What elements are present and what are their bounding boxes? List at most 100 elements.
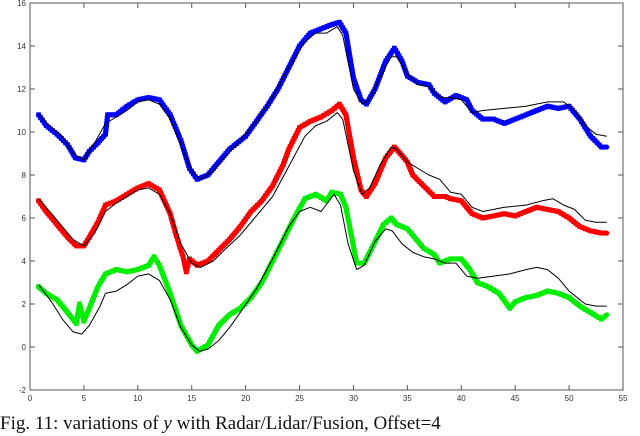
- data-marker: [132, 267, 138, 273]
- data-marker: [483, 283, 488, 289]
- data-marker: [305, 195, 311, 201]
- data-marker: [339, 194, 345, 200]
- caption-prefix: Fig. 11: variations of: [0, 413, 164, 434]
- data-marker: [351, 78, 357, 84]
- data-marker: [542, 289, 548, 295]
- data-marker: [542, 104, 548, 110]
- data-marker: [310, 192, 316, 198]
- data-marker: [582, 226, 588, 232]
- data-marker: [352, 81, 358, 86]
- data-marker: [466, 102, 472, 108]
- data-marker: [499, 119, 505, 125]
- data-marker: [347, 135, 353, 141]
- data-marker: [377, 230, 383, 235]
- data-marker: [348, 60, 354, 66]
- x-tick-label: 55: [619, 394, 628, 403]
- data-marker: [83, 313, 89, 319]
- data-marker: [496, 212, 502, 218]
- data-marker: [534, 292, 540, 298]
- data-marker: [379, 224, 385, 230]
- data-marker: [450, 196, 456, 202]
- series-lidar-reference: [38, 112, 607, 268]
- caption-suffix: with Radar/Lidar/Fusion, Offset=4: [171, 413, 441, 434]
- data-marker: [550, 289, 556, 295]
- data-marker: [76, 243, 82, 249]
- data-marker: [108, 112, 113, 118]
- data-marker: [348, 143, 354, 149]
- data-marker: [343, 115, 349, 121]
- caption-variable: y: [163, 413, 172, 434]
- data-marker: [103, 125, 109, 131]
- data-marker: [69, 150, 75, 156]
- data-marker: [185, 262, 191, 268]
- data-marker: [550, 208, 556, 213]
- data-marker: [550, 104, 556, 110]
- data-marker: [167, 112, 173, 118]
- data-marker: [341, 199, 347, 205]
- data-marker: [124, 103, 130, 109]
- data-marker: [402, 225, 408, 231]
- data-marker: [343, 204, 349, 210]
- data-marker: [588, 228, 594, 234]
- data-marker: [376, 172, 382, 178]
- data-marker: [166, 208, 172, 214]
- data-marker: [270, 183, 276, 189]
- data-marker: [278, 167, 284, 173]
- data-marker: [79, 310, 85, 316]
- data-marker: [477, 214, 483, 220]
- data-marker: [596, 230, 602, 235]
- data-marker: [267, 98, 273, 104]
- data-marker: [431, 194, 437, 199]
- data-marker: [398, 56, 403, 61]
- data-marker: [280, 75, 286, 81]
- data-marker: [439, 259, 445, 265]
- data-marker: [179, 251, 185, 256]
- data-marker: [353, 254, 358, 260]
- data-marker: [351, 155, 356, 161]
- data-marker: [539, 205, 545, 211]
- data-marker: [135, 267, 141, 273]
- data-marker: [291, 136, 297, 141]
- data-marker: [518, 297, 523, 303]
- data-marker: [138, 184, 143, 190]
- data-marker: [289, 141, 294, 147]
- data-marker: [313, 116, 319, 122]
- data-marker: [302, 196, 308, 202]
- data-marker: [166, 288, 172, 293]
- data-marker: [348, 232, 354, 238]
- data-marker: [287, 62, 293, 68]
- data-marker: [68, 147, 74, 153]
- x-tick-label: 5: [82, 394, 87, 403]
- data-marker: [558, 105, 564, 111]
- data-marker: [547, 289, 553, 295]
- data-marker: [159, 268, 164, 274]
- data-marker: [426, 248, 432, 254]
- x-tick-label: 40: [457, 394, 466, 403]
- data-marker: [286, 65, 292, 70]
- x-tick-label: 30: [349, 394, 358, 403]
- data-marker: [172, 227, 178, 233]
- data-marker: [448, 196, 453, 202]
- data-marker: [545, 206, 550, 212]
- data-marker: [326, 23, 332, 29]
- y-tick-label: 0: [22, 343, 27, 352]
- data-marker: [140, 264, 146, 270]
- data-marker: [345, 214, 351, 220]
- data-marker: [448, 96, 453, 102]
- data-marker: [553, 208, 558, 214]
- data-marker: [558, 291, 564, 297]
- data-marker: [276, 169, 282, 175]
- data-marker: [88, 303, 93, 309]
- data-marker: [318, 195, 324, 201]
- data-marker: [307, 194, 313, 199]
- y-tick-label: 2: [22, 300, 27, 309]
- data-marker: [370, 243, 376, 249]
- data-marker: [353, 257, 359, 263]
- data-marker: [184, 334, 190, 340]
- data-marker: [82, 316, 88, 322]
- data-marker: [377, 169, 383, 175]
- data-marker: [347, 223, 352, 229]
- data-marker: [531, 205, 537, 211]
- data-marker: [410, 76, 416, 82]
- data-marker: [345, 123, 351, 129]
